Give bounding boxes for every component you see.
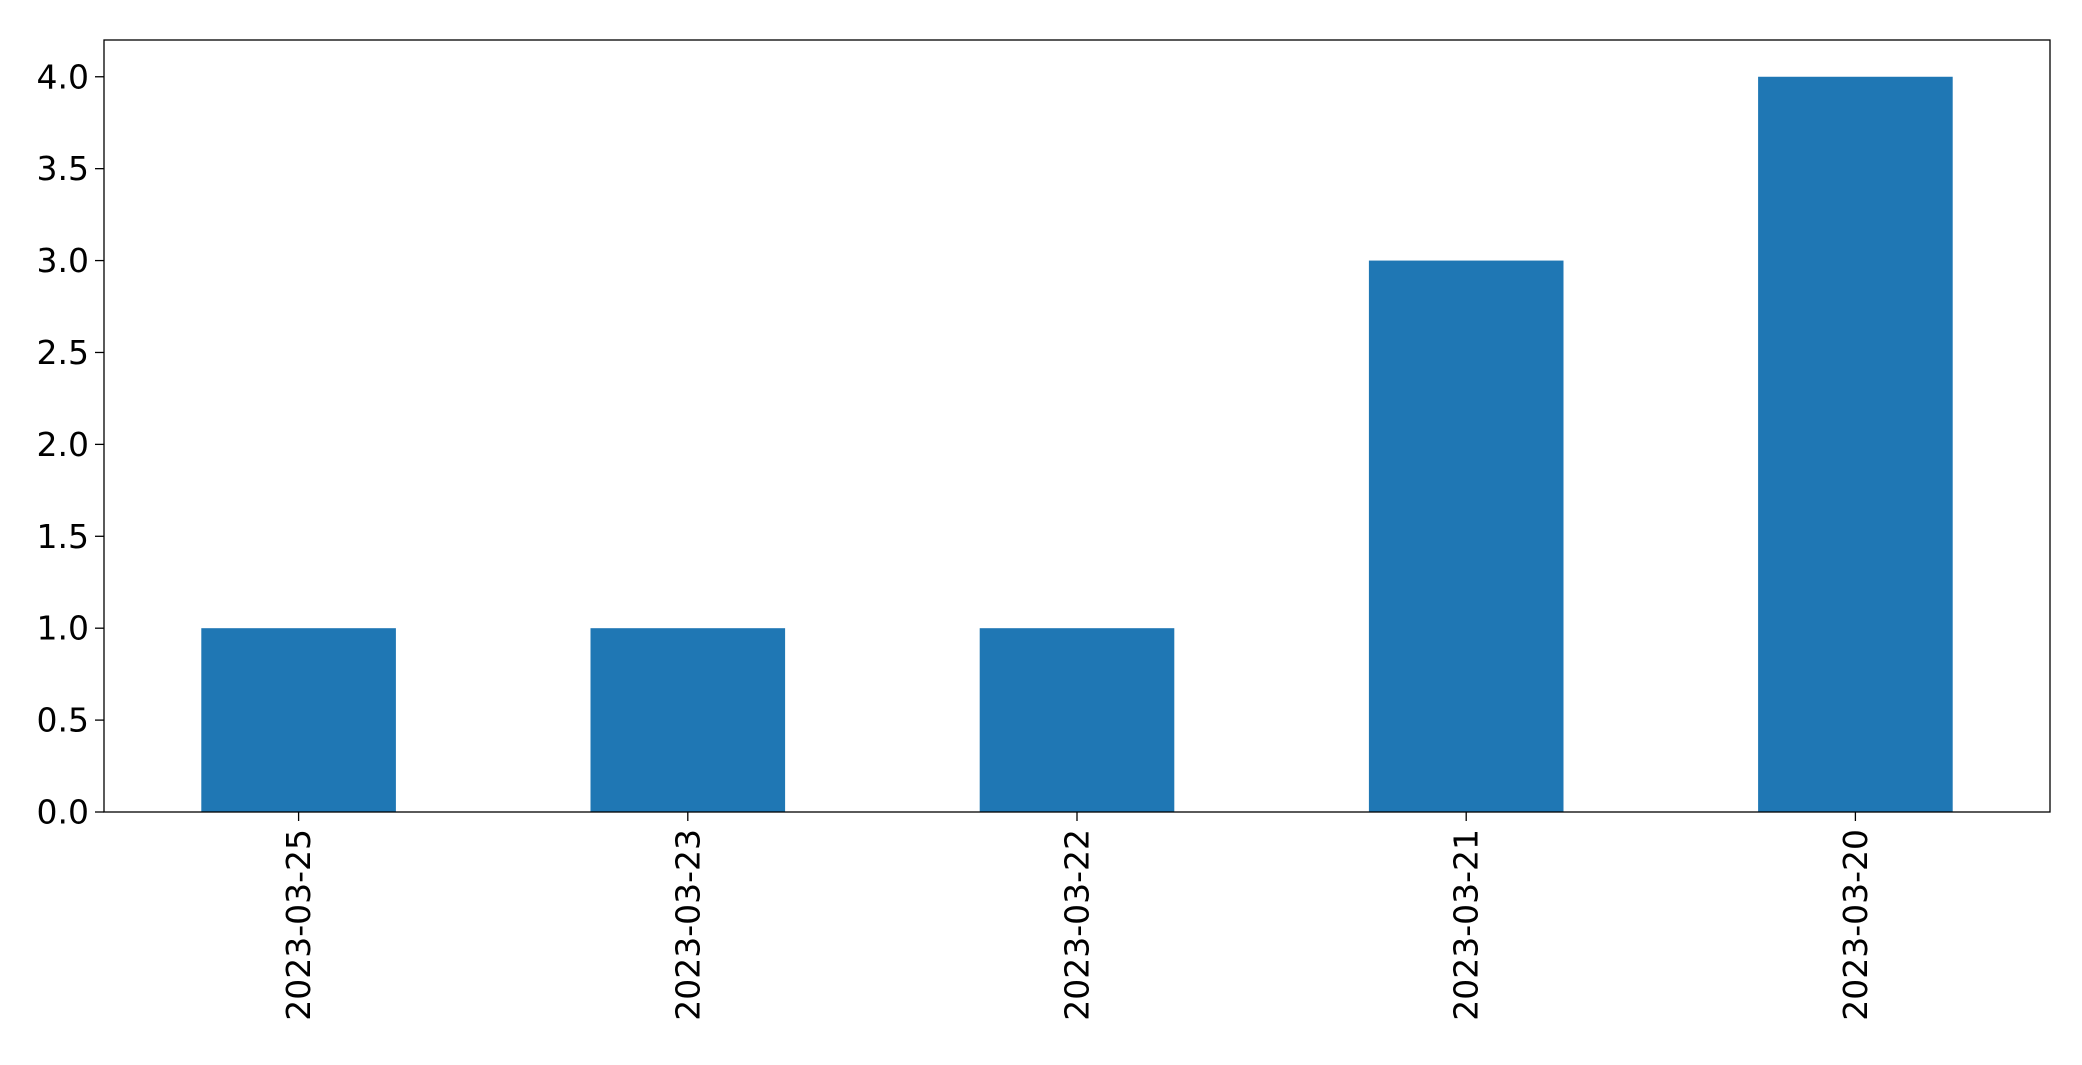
bars-group	[201, 76, 1953, 813]
x-tick-label: 2023-03-22	[1058, 829, 1097, 1021]
x-axis: 2023-03-25 2023-03-23 2023-03-22 2023-03-21…	[279, 812, 1875, 1021]
bar	[979, 628, 1175, 812]
y-tick-label: 1.5	[37, 517, 89, 556]
y-tick-label: 1.0	[37, 609, 89, 648]
y-tick-label: 2.0	[37, 425, 89, 464]
y-tick-label: 2.5	[37, 333, 89, 372]
y-axis: 0.0 0.5 1.0 1.5 2.0 2.5 3.0 3.5 4.0	[37, 57, 104, 832]
bar	[201, 628, 396, 812]
x-tick-label: 2023-03-25	[279, 829, 318, 1021]
y-tick-label: 4.0	[37, 57, 89, 96]
x-tick-label: 2023-03-20	[1836, 829, 1875, 1021]
plot-frame	[103, 39, 2051, 813]
y-tick-label: 0.0	[37, 793, 89, 832]
y-tick-label: 3.5	[37, 149, 89, 188]
bar	[1758, 76, 1953, 812]
x-tick-label: 2023-03-21	[1447, 829, 1486, 1021]
y-tick-label: 0.5	[37, 701, 89, 740]
y-tick-label: 3.0	[37, 241, 89, 280]
x-tick-label: 2023-03-23	[668, 829, 707, 1021]
bar	[590, 628, 786, 812]
bar	[1368, 260, 1564, 813]
